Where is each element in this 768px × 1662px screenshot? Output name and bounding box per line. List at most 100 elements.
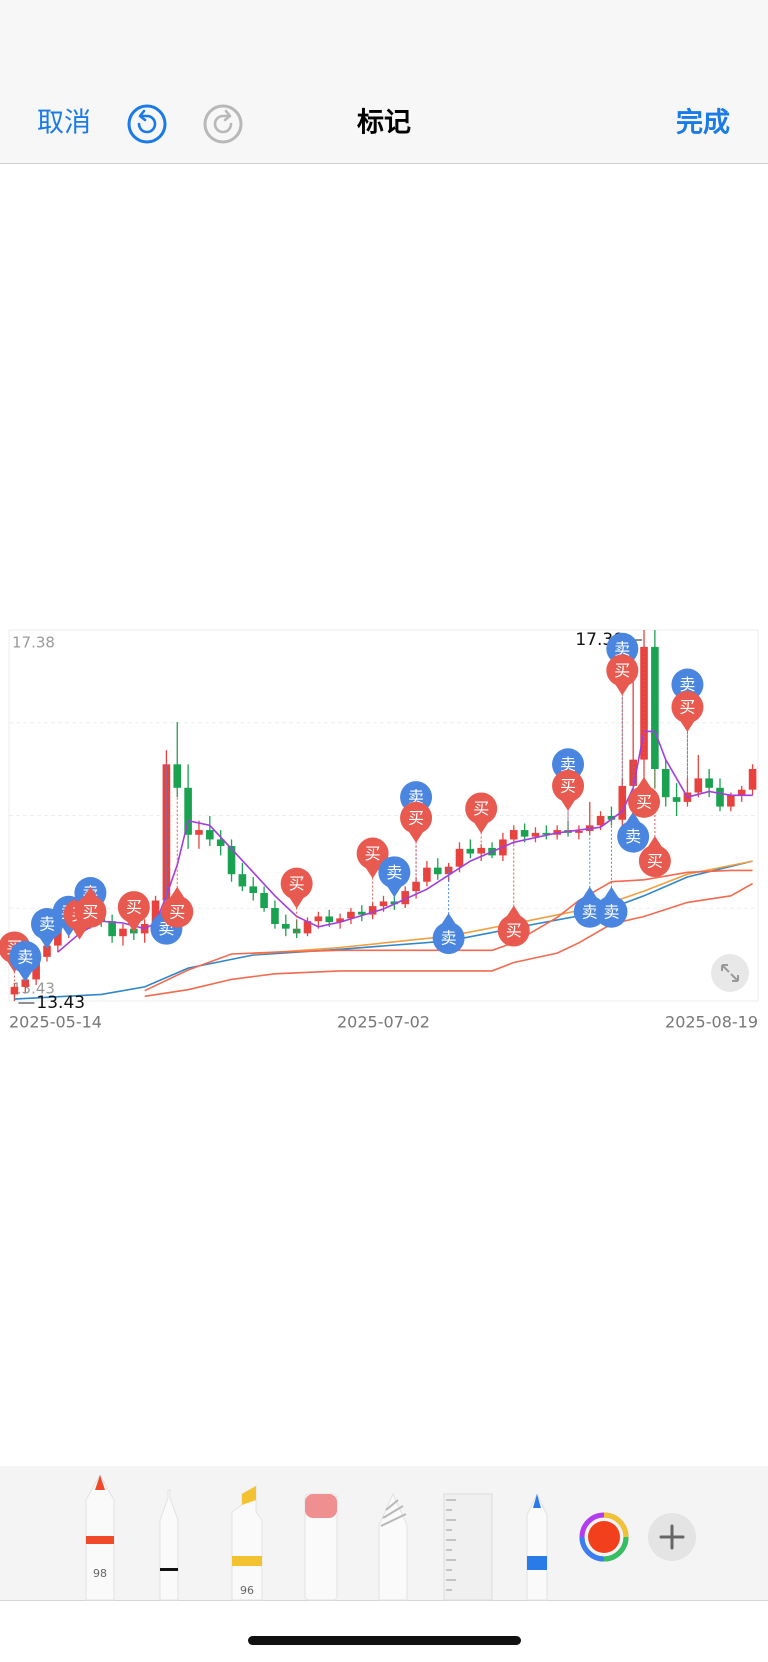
trade-marker bbox=[9, 940, 42, 973]
trade-marker bbox=[400, 801, 433, 834]
marker-label: 买 bbox=[647, 852, 663, 871]
trade-marker bbox=[671, 668, 704, 701]
fineliner-tool[interactable] bbox=[159, 1489, 179, 1601]
candle-body bbox=[672, 797, 681, 802]
color-picker[interactable] bbox=[579, 1512, 629, 1562]
trade-marker bbox=[432, 922, 465, 955]
candle-body bbox=[151, 900, 160, 924]
undo-button[interactable] bbox=[127, 104, 167, 144]
marker-tool[interactable]: 96 bbox=[231, 1485, 263, 1601]
marker-label: 买 bbox=[506, 921, 522, 940]
trade-marker bbox=[617, 820, 650, 853]
done-button[interactable]: 完成 bbox=[676, 107, 730, 139]
lasso-tool[interactable] bbox=[378, 1492, 408, 1601]
candle-body bbox=[271, 908, 279, 924]
candle-body bbox=[520, 830, 529, 837]
candle-body bbox=[748, 769, 757, 790]
ruler-tool[interactable] bbox=[443, 1493, 493, 1601]
x-tick-label: 2025-08-19 bbox=[665, 1013, 758, 1032]
candle-body bbox=[108, 921, 116, 937]
redo-button[interactable] bbox=[203, 104, 243, 144]
trade-marker bbox=[356, 837, 389, 870]
color-pen-tool[interactable] bbox=[526, 1492, 548, 1601]
marker-label: 买 bbox=[636, 792, 652, 811]
candle-body bbox=[206, 830, 214, 840]
candle-body bbox=[54, 930, 62, 946]
candle-body bbox=[477, 847, 485, 854]
candle-body bbox=[509, 830, 518, 840]
candle-body bbox=[314, 916, 323, 922]
eraser-tool[interactable] bbox=[304, 1493, 338, 1601]
trade-marker bbox=[74, 895, 107, 928]
candle-body bbox=[542, 832, 551, 835]
marker-label: 卖 bbox=[614, 639, 630, 658]
screen-title: 标记 bbox=[357, 108, 411, 139]
candle-body bbox=[607, 815, 616, 820]
candle-body bbox=[43, 945, 51, 957]
trade-marker bbox=[628, 785, 661, 818]
marker-label: 买 bbox=[560, 776, 576, 795]
candle-body bbox=[433, 867, 442, 875]
trade-marker bbox=[497, 914, 530, 947]
candle-body bbox=[705, 778, 713, 788]
trade-marker bbox=[117, 891, 150, 924]
pen-width: 98 bbox=[93, 1567, 107, 1580]
nav-bar bbox=[0, 0, 768, 163]
candle-body bbox=[184, 787, 192, 835]
candle-body bbox=[336, 918, 344, 923]
candle-body bbox=[249, 886, 258, 893]
marker-label: 买 bbox=[679, 698, 695, 717]
candle-body bbox=[401, 891, 410, 905]
candle-body bbox=[10, 986, 19, 995]
candle-body bbox=[379, 901, 388, 907]
marker-label: 卖 bbox=[17, 947, 33, 966]
marker-label: 卖 bbox=[679, 675, 695, 694]
marker-label: 买 bbox=[473, 799, 489, 818]
indicator-line bbox=[14, 860, 753, 1000]
marker-label: 卖 bbox=[39, 914, 55, 933]
cancel-button[interactable]: 取消 bbox=[37, 108, 91, 139]
chart: 13.43 17.38 2025-05-14 2025-07-02 2025-08-19… bbox=[0, 629, 759, 1032]
candle-body bbox=[466, 848, 475, 854]
candle-body bbox=[618, 785, 627, 820]
candle-body bbox=[260, 892, 268, 909]
candle-body bbox=[640, 646, 648, 760]
candle-body bbox=[325, 916, 334, 923]
candle-body bbox=[531, 832, 540, 837]
trade-marker bbox=[552, 769, 585, 802]
marker-label: 买 bbox=[169, 902, 185, 921]
candle-body bbox=[238, 874, 247, 887]
trade-marker bbox=[161, 895, 194, 928]
candle-body bbox=[282, 923, 290, 929]
candle-body bbox=[216, 839, 225, 847]
x-tick-label: 2025-05-14 bbox=[9, 1013, 102, 1032]
trade-marker bbox=[638, 845, 671, 878]
expand-icon bbox=[711, 954, 749, 992]
candle-body bbox=[629, 759, 637, 786]
marker-label: 卖 bbox=[560, 755, 576, 774]
candle-body bbox=[596, 815, 605, 826]
marker-label: 买 bbox=[614, 661, 630, 680]
trade-marker bbox=[671, 691, 704, 724]
candle-body bbox=[661, 769, 670, 798]
candle-body bbox=[737, 789, 746, 796]
expand-button[interactable] bbox=[711, 954, 749, 992]
candle-body bbox=[716, 787, 724, 807]
trade-marker bbox=[280, 867, 313, 900]
candle-body bbox=[444, 866, 453, 875]
candle-body bbox=[727, 795, 735, 807]
marker-label: 买 bbox=[365, 844, 381, 863]
pen-tool[interactable]: 98 bbox=[85, 1473, 115, 1601]
candle-body bbox=[368, 906, 377, 915]
trade-marker bbox=[378, 856, 411, 889]
y-tick-label: 17.38 bbox=[12, 634, 55, 652]
x-tick-label: 2025-07-02 bbox=[337, 1013, 430, 1032]
candle-body bbox=[651, 646, 659, 770]
candle-body bbox=[347, 911, 355, 919]
candle-body bbox=[227, 846, 236, 875]
trade-marker bbox=[595, 895, 628, 928]
candle-body bbox=[390, 901, 399, 905]
trade-marker bbox=[606, 654, 639, 687]
candle-body bbox=[303, 921, 312, 934]
add-button[interactable] bbox=[648, 1513, 696, 1561]
